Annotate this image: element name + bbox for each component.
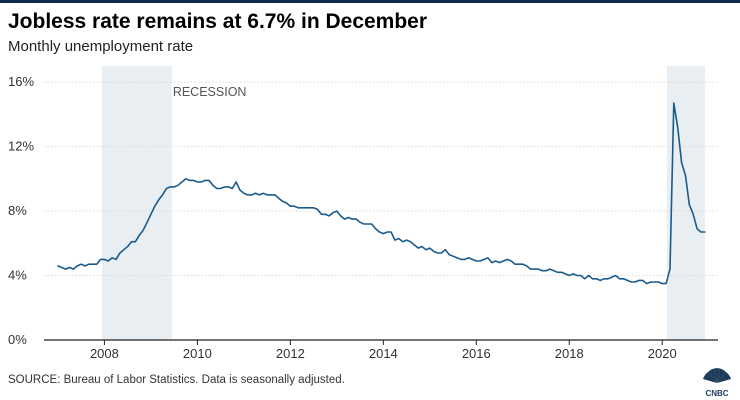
y-tick-label: 4% [8, 268, 27, 283]
top-accent-bar [0, 0, 740, 3]
logo-text: CNBC [705, 389, 728, 398]
x-tick-label: 2016 [462, 346, 491, 361]
x-tick-label: 2010 [183, 346, 212, 361]
x-tick-label: 2014 [369, 346, 398, 361]
unemployment-rate-line [57, 102, 706, 285]
recession-band-1 [102, 66, 172, 340]
x-tick-label: 2020 [648, 346, 677, 361]
x-tick-label: 2012 [276, 346, 305, 361]
y-tick-label: 0% [8, 332, 27, 347]
y-tick-label: 8% [8, 203, 27, 218]
recession-band-2 [666, 66, 705, 340]
cnbc-peacock-logo: CNBC [703, 368, 731, 398]
y-tick-label: 12% [8, 139, 34, 154]
chart-title: Jobless rate remains at 6.7% in December [8, 10, 428, 33]
source-note: SOURCE: Bureau of Labor Statistics. Data… [8, 374, 345, 386]
chart-subtitle: Monthly unemployment rate [8, 38, 194, 55]
recession-label: RECESSION [173, 85, 247, 99]
y-tick-label: 16% [8, 74, 34, 89]
x-tick-label: 2018 [555, 346, 584, 361]
x-tick-label: 2008 [90, 346, 119, 361]
